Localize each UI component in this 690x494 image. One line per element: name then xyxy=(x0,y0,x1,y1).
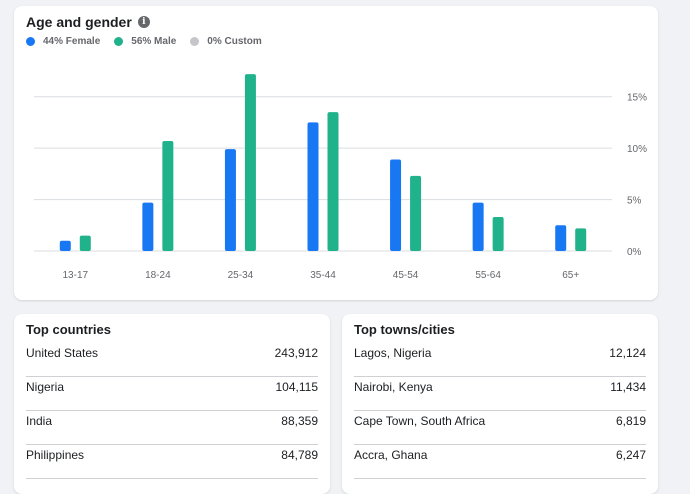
list-item: United States 243,912 xyxy=(26,344,318,377)
bar-male-65+ xyxy=(575,228,587,251)
x-tick-label: 13-17 xyxy=(62,270,88,281)
city-value: 6,247 xyxy=(615,448,646,462)
legend-label-male: 56% Male xyxy=(131,36,177,47)
x-tick-label: 18-24 xyxy=(145,270,171,281)
city-name: Nairobi, Kenya xyxy=(354,380,433,394)
country-name: Philippines xyxy=(26,448,85,462)
list-item: Nairobi, Kenya 11,434 xyxy=(354,378,646,411)
y-tick-label: 5% xyxy=(627,196,642,207)
x-tick-label: 45-54 xyxy=(393,270,419,281)
legend-dot-custom xyxy=(190,37,200,46)
country-name: United States xyxy=(26,346,99,360)
bar-female-65+ xyxy=(555,225,567,251)
top-cities-title: Top towns/cities xyxy=(354,322,455,337)
x-tick-label: 55-64 xyxy=(475,270,501,281)
chart-legend: 44% Female 56% Male 0% Custom xyxy=(26,36,262,47)
country-value: 88,359 xyxy=(281,414,318,428)
age-gender-bar-chart: 0% 5% 10% 15% 13-17 18-24 25-34 35-44 45-54 55-64… xyxy=(34,74,647,281)
list-item: India 88,359 xyxy=(26,412,318,445)
country-value: 104,115 xyxy=(275,380,319,394)
age-gender-title-row: Age and gender i xyxy=(26,14,150,30)
bar-female-55-64 xyxy=(472,202,484,251)
bar-male-13-17 xyxy=(79,235,91,251)
top-cities-card: Top towns/cities Lagos, Nigeria 12,124 N… xyxy=(342,314,658,494)
list-item: Cape Town, South Africa 6,819 xyxy=(354,412,646,445)
bar-male-35-44 xyxy=(327,112,339,252)
top-countries-list: United States 243,912 Nigeria 104,115 In… xyxy=(26,344,318,480)
legend-item-custom[interactable]: 0% Custom xyxy=(190,36,262,47)
country-name: Nigeria xyxy=(26,380,65,394)
x-tick-label: 65+ xyxy=(562,270,579,281)
city-name: Accra, Ghana xyxy=(354,448,428,462)
age-gender-card: Age and gender i 44% Female 56% Male 0% … xyxy=(14,6,658,300)
country-name: India xyxy=(26,414,53,428)
bar-male-18-24 xyxy=(162,140,174,251)
country-value: 84,789 xyxy=(281,448,318,462)
top-countries-title: Top countries xyxy=(26,322,111,337)
list-item: Lagos, Nigeria 12,124 xyxy=(354,344,646,377)
top-cities-list: Lagos, Nigeria 12,124 Nairobi, Kenya 11,… xyxy=(354,344,646,480)
legend-item-male[interactable]: 56% Male xyxy=(114,36,176,47)
list-item: Philippines 84,789 xyxy=(26,446,318,479)
bar-male-25-34 xyxy=(244,74,256,251)
bar-female-35-44 xyxy=(307,122,319,251)
bar-female-25-34 xyxy=(224,149,236,251)
x-tick-label: 25-34 xyxy=(228,270,254,281)
info-icon[interactable]: i xyxy=(137,16,150,28)
city-name: Lagos, Nigeria xyxy=(354,346,432,360)
bar-male-45-54 xyxy=(410,175,422,251)
top-countries-card: Top countries United States 243,912 Nige… xyxy=(14,314,330,494)
city-value: 11,434 xyxy=(610,380,646,394)
y-tick-label: 15% xyxy=(627,93,647,104)
bar-female-45-54 xyxy=(390,159,402,251)
bar-female-18-24 xyxy=(142,202,154,251)
age-gender-title: Age and gender xyxy=(26,14,132,30)
list-item: Nigeria 104,115 xyxy=(26,378,318,411)
legend-label-female: 44% Female xyxy=(43,36,101,47)
legend-dot-female xyxy=(26,37,35,46)
list-item: Accra, Ghana 6,247 xyxy=(354,446,646,479)
city-value: 6,819 xyxy=(615,414,646,428)
country-value: 243,912 xyxy=(274,346,318,360)
x-tick-label: 35-44 xyxy=(310,270,336,281)
bar-female-13-17 xyxy=(59,240,71,251)
legend-item-female[interactable]: 44% Female xyxy=(26,36,100,47)
bar-male-55-64 xyxy=(492,217,504,251)
y-tick-label: 0% xyxy=(627,247,642,258)
y-tick-label: 10% xyxy=(627,144,647,155)
city-name: Cape Town, South Africa xyxy=(354,414,486,428)
legend-label-custom: 0% Custom xyxy=(207,36,262,47)
city-value: 12,124 xyxy=(609,346,646,360)
legend-dot-male xyxy=(114,37,124,46)
